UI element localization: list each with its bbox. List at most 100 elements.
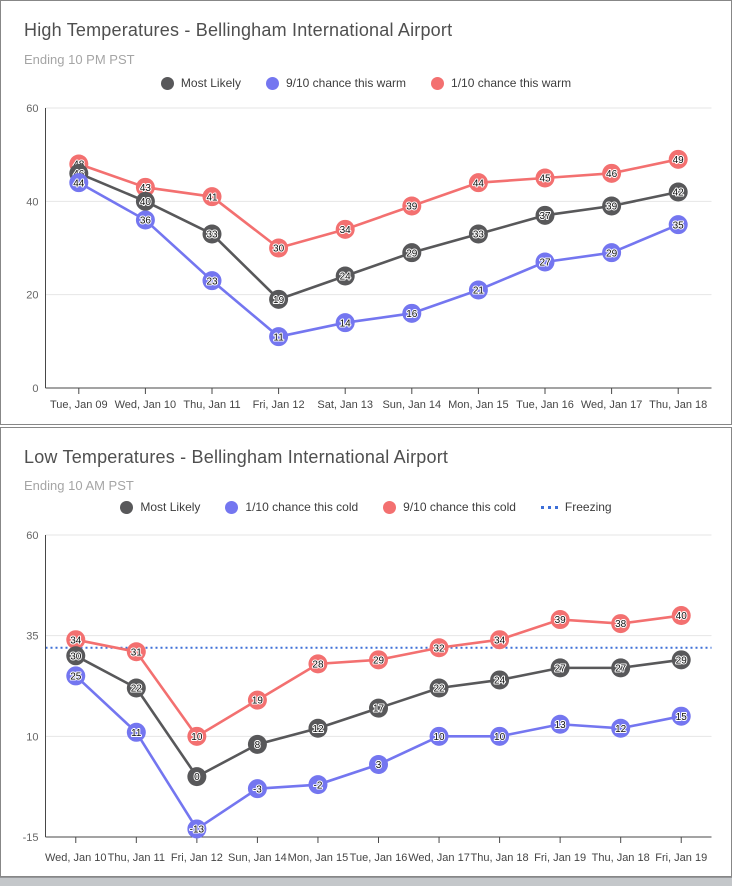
data-point[interactable]: 36: [135, 210, 155, 230]
data-point[interactable]: 25: [66, 666, 86, 686]
data-point[interactable]: 40: [135, 191, 155, 211]
data-point-marker[interactable]: [490, 630, 510, 650]
data-point[interactable]: 29: [671, 650, 691, 670]
data-point[interactable]: 10: [490, 726, 510, 746]
data-point-marker[interactable]: [187, 819, 207, 839]
data-point[interactable]: 39: [402, 196, 422, 216]
data-point-marker[interactable]: [269, 327, 289, 347]
data-point-marker[interactable]: [490, 670, 510, 690]
data-point-marker[interactable]: [126, 722, 146, 742]
data-point-marker[interactable]: [429, 726, 449, 746]
data-point-marker[interactable]: [66, 666, 86, 686]
data-point-marker[interactable]: [126, 678, 146, 698]
data-point[interactable]: 43: [135, 177, 155, 197]
data-point[interactable]: 39: [550, 610, 570, 630]
data-point[interactable]: 11: [126, 722, 146, 742]
data-point[interactable]: 32: [429, 638, 449, 658]
data-point-marker[interactable]: [611, 718, 631, 738]
data-point[interactable]: 24: [490, 670, 510, 690]
data-point-marker[interactable]: [202, 271, 222, 291]
data-point-marker[interactable]: [269, 289, 289, 309]
data-point-marker[interactable]: [535, 168, 555, 188]
data-point-marker[interactable]: [369, 698, 388, 718]
data-point[interactable]: 44: [468, 173, 488, 193]
data-point[interactable]: 29: [402, 243, 422, 263]
data-point[interactable]: 38: [611, 614, 631, 634]
data-point[interactable]: 34: [490, 630, 510, 650]
data-point[interactable]: 29: [369, 650, 388, 670]
data-point[interactable]: 22: [126, 678, 146, 698]
data-point[interactable]: 21: [468, 280, 488, 300]
data-point[interactable]: -13: [187, 819, 207, 839]
data-point-marker[interactable]: [308, 654, 328, 674]
data-point[interactable]: -3: [247, 779, 267, 799]
data-point-marker[interactable]: [202, 224, 222, 244]
data-point-marker[interactable]: [429, 678, 449, 698]
data-point-marker[interactable]: [468, 280, 488, 300]
data-point[interactable]: 34: [335, 219, 355, 239]
data-point-marker[interactable]: [668, 215, 688, 235]
data-point-marker[interactable]: [550, 658, 570, 678]
data-point-marker[interactable]: [66, 630, 86, 650]
data-point[interactable]: 17: [369, 698, 388, 718]
data-point[interactable]: 19: [247, 690, 267, 710]
data-point[interactable]: 30: [269, 238, 289, 258]
data-point[interactable]: 44: [69, 173, 89, 193]
data-point-marker[interactable]: [247, 690, 267, 710]
data-point[interactable]: 41: [202, 187, 222, 207]
data-point[interactable]: 22: [429, 678, 449, 698]
data-point-marker[interactable]: [671, 650, 691, 670]
data-point[interactable]: 39: [602, 196, 622, 216]
data-point[interactable]: 8: [247, 734, 267, 754]
data-point[interactable]: 15: [671, 706, 691, 726]
data-point[interactable]: 27: [611, 658, 631, 678]
data-point-marker[interactable]: [135, 210, 155, 230]
data-point-marker[interactable]: [611, 658, 631, 678]
data-point-marker[interactable]: [402, 303, 422, 323]
data-point-marker[interactable]: [126, 642, 146, 662]
data-point-marker[interactable]: [335, 266, 355, 286]
data-point-marker[interactable]: [247, 779, 267, 799]
data-point[interactable]: 12: [611, 718, 631, 738]
data-point-marker[interactable]: [369, 650, 388, 670]
data-point-marker[interactable]: [602, 196, 622, 216]
data-point-marker[interactable]: [468, 224, 488, 244]
data-point[interactable]: 23: [202, 271, 222, 291]
data-point-marker[interactable]: [429, 638, 449, 658]
data-point[interactable]: 10: [429, 726, 449, 746]
data-point-marker[interactable]: [66, 646, 86, 666]
data-point[interactable]: 42: [668, 182, 688, 202]
data-point-marker[interactable]: [668, 182, 688, 202]
data-point-marker[interactable]: [490, 726, 510, 746]
data-point[interactable]: 40: [671, 606, 691, 626]
data-point-marker[interactable]: [602, 243, 622, 263]
data-point-marker[interactable]: [187, 767, 207, 787]
data-point[interactable]: 37: [535, 205, 555, 225]
data-point[interactable]: -2: [308, 775, 328, 795]
data-point[interactable]: 0: [187, 767, 207, 787]
data-point[interactable]: 31: [126, 642, 146, 662]
data-point[interactable]: 19: [269, 289, 289, 309]
data-point-marker[interactable]: [187, 726, 207, 746]
data-point[interactable]: 33: [468, 224, 488, 244]
data-point-marker[interactable]: [308, 775, 328, 795]
data-point[interactable]: 11: [269, 327, 289, 347]
data-point[interactable]: 13: [550, 714, 570, 734]
data-point-marker[interactable]: [369, 755, 388, 775]
data-point-marker[interactable]: [308, 718, 328, 738]
data-point-marker[interactable]: [671, 606, 691, 626]
data-point[interactable]: 45: [535, 168, 555, 188]
data-point[interactable]: 33: [202, 224, 222, 244]
data-point-marker[interactable]: [535, 205, 555, 225]
data-point-marker[interactable]: [602, 163, 622, 183]
data-point-marker[interactable]: [269, 238, 289, 258]
data-point-marker[interactable]: [550, 610, 570, 630]
data-point[interactable]: 16: [402, 303, 422, 323]
data-point[interactable]: 34: [66, 630, 86, 650]
data-point[interactable]: 24: [335, 266, 355, 286]
data-point-marker[interactable]: [402, 196, 422, 216]
data-point-marker[interactable]: [671, 706, 691, 726]
data-point-marker[interactable]: [611, 614, 631, 634]
data-point[interactable]: 10: [187, 726, 207, 746]
data-point[interactable]: 27: [535, 252, 555, 272]
